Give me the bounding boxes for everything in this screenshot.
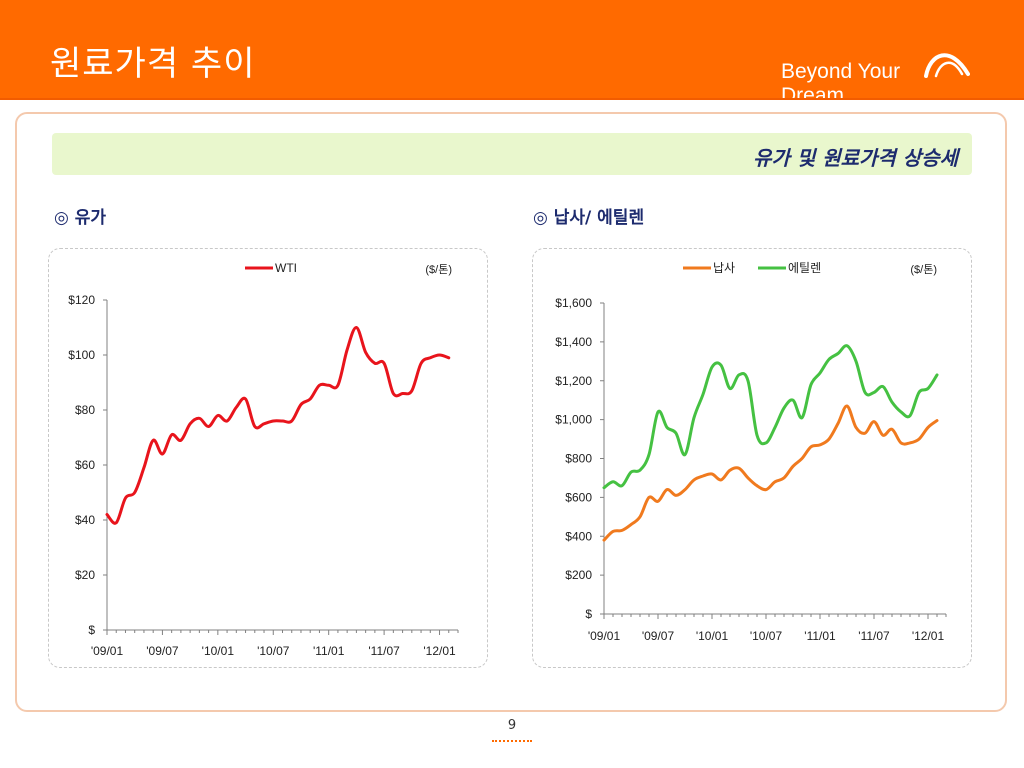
x-tick-label: '10/01 [696, 629, 729, 643]
y-tick-label: $800 [565, 452, 592, 466]
series-line-1 [602, 404, 939, 542]
naphtha-ethylene-heading: ◎ 납사/ 에틸렌 [533, 208, 645, 228]
y-tick-label: $20 [75, 568, 95, 582]
x-tick-label: '12/01 [912, 629, 945, 643]
header-band: 원료가격 추이 Beyond Your Dream [0, 0, 1024, 107]
legend-label: 에틸렌 [788, 261, 821, 275]
x-tick-label: '10/07 [257, 644, 290, 658]
series-line-2 [602, 344, 939, 490]
y-tick-label: $40 [75, 513, 95, 527]
x-tick-label: '11/01 [313, 644, 345, 658]
legend-label: WTI [275, 261, 297, 275]
unit-label: ($/톤) [425, 263, 452, 276]
y-tick-label: $200 [565, 568, 592, 582]
y-tick-label: $1,000 [555, 413, 592, 427]
brand-swoosh-icon [924, 53, 970, 78]
y-tick-label: $1,600 [555, 296, 592, 310]
y-tick-label: $80 [75, 403, 95, 417]
y-tick-label: $600 [565, 490, 592, 504]
x-tick-label: '09/01 [91, 644, 124, 658]
x-tick-label: '11/07 [858, 629, 890, 643]
y-tick-label: $1,400 [555, 335, 592, 349]
subtitle-text: 유가 및 원료가격 상승세 [753, 146, 958, 170]
oil-chart-frame [48, 248, 488, 668]
subtitle-bar: 유가 및 원료가격 상승세 [52, 133, 972, 175]
x-tick-label: '11/07 [368, 644, 400, 658]
x-tick-label: '09/07 [146, 644, 179, 658]
page-title: 원료가격 추이 [50, 44, 256, 84]
y-tick-label: $1,200 [555, 374, 592, 388]
legend-label: 납사 [713, 261, 735, 275]
x-tick-label: '09/01 [588, 629, 621, 643]
naphtha-chart-frame [532, 248, 972, 668]
page-number-dots [492, 740, 532, 744]
x-tick-label: '10/07 [750, 629, 783, 643]
y-tick-label: $ [585, 607, 592, 621]
y-tick-label: $100 [68, 348, 95, 362]
y-tick-label: $400 [565, 529, 592, 543]
brand-logo: Beyond Your Dream [781, 50, 970, 107]
brand-text: Beyond Your Dream [781, 60, 901, 107]
x-tick-label: '12/01 [423, 644, 456, 658]
page-number: 9 [507, 718, 517, 733]
unit-label: ($/톤) [910, 263, 937, 276]
y-tick-label: $120 [68, 293, 95, 307]
x-tick-label: '11/01 [804, 629, 836, 643]
y-tick-label: $60 [75, 458, 95, 472]
x-tick-label: '09/07 [642, 629, 675, 643]
series-line-1 [105, 326, 451, 525]
content-panel [15, 112, 1007, 712]
x-tick-label: '10/01 [202, 644, 235, 658]
y-tick-label: $ [88, 623, 95, 637]
oil-price-heading: ◎ 유가 [54, 208, 107, 228]
